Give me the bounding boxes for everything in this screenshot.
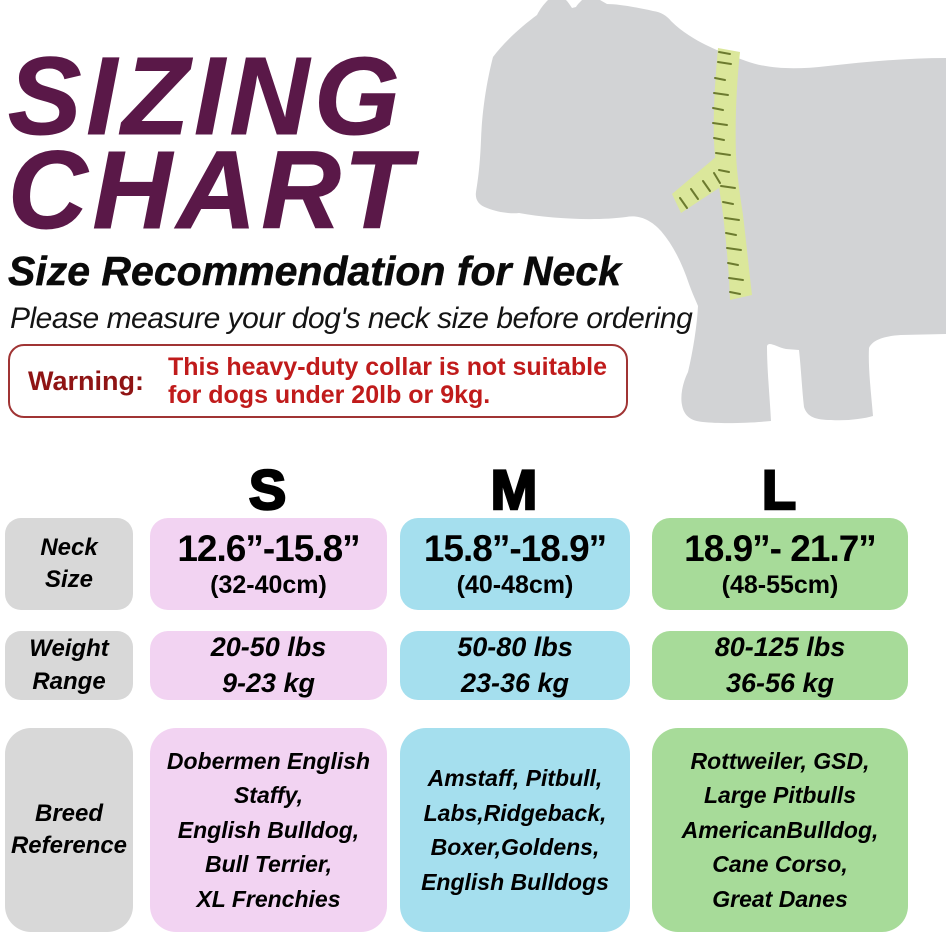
neck-size-cm: (32-40cm) <box>210 571 327 599</box>
weight-range-cell-m: 50-80 lbs 23-36 kg <box>400 631 630 700</box>
neck-size-inches: 12.6”-15.8” <box>177 528 360 569</box>
breed-reference-cell-s: Dobermen English Staffy, English Bulldog… <box>150 728 387 932</box>
page-title: SIZING CHART <box>8 35 416 252</box>
tape-ticks <box>679 51 744 295</box>
subtitle: Size Recommendation for Neck <box>8 248 621 295</box>
row-label-neck-size: Neck Size <box>5 518 133 610</box>
breed-reference-cell-l: Rottweiler, GSD, Large Pitbulls American… <box>652 728 908 932</box>
neck-size-cm: (48-55cm) <box>721 571 839 599</box>
row-label-text: Weight Range <box>29 635 109 695</box>
neck-size-inches: 18.9”- 21.7” <box>684 528 877 569</box>
page-title-line2: CHART <box>8 128 416 252</box>
column-header-s: S <box>248 456 289 522</box>
breed-list: Rottweiler, GSD, Large Pitbulls American… <box>681 747 879 912</box>
size-table: S M L Neck Size 12.6”-15.8” (32-40cm) 15… <box>5 456 908 932</box>
weight-range-text: 80-125 lbs 36-56 kg <box>714 631 846 698</box>
neck-size-cell-m: 15.8”-18.9” (40-48cm) <box>400 518 630 610</box>
weight-range-cell-l: 80-125 lbs 36-56 kg <box>652 631 908 700</box>
dog-silhouette <box>475 0 946 424</box>
neck-size-cell-l: 18.9”- 21.7” (48-55cm) <box>652 518 908 610</box>
measure-note: Please measure your dog's neck size befo… <box>10 302 693 335</box>
column-header-l: L <box>761 456 799 522</box>
breed-list: Dobermen English Staffy, English Bulldog… <box>166 747 371 912</box>
column-header-m: M <box>489 456 540 522</box>
warning-box: Warning: This heavy-duty collar is not s… <box>8 344 628 418</box>
neck-size-cell-s: 12.6”-15.8” (32-40cm) <box>150 518 387 610</box>
weight-range-cell-s: 20-50 lbs 9-23 kg <box>150 631 387 700</box>
neck-size-inches: 15.8”-18.9” <box>423 528 607 569</box>
dog-illustration <box>475 0 946 424</box>
row-label-text: Neck Size <box>40 533 98 593</box>
warning-label: Warning: <box>28 365 144 396</box>
warning-message: This heavy-duty collar is not suitable f… <box>167 353 607 409</box>
page-title-line1: SIZING <box>8 35 405 158</box>
neck-size-cm: (40-48cm) <box>456 571 574 599</box>
breed-list: Amstaff, Pitbull, Labs,Ridgeback, Boxer,… <box>421 765 609 895</box>
row-label-text: Breed Reference <box>10 799 128 859</box>
weight-range-text: 50-80 lbs 23-36 kg <box>457 631 573 698</box>
measuring-tape-branch <box>672 156 725 213</box>
measuring-tape-band <box>713 48 752 300</box>
row-label-breed-reference: Breed Reference <box>5 728 133 932</box>
breed-reference-cell-m: Amstaff, Pitbull, Labs,Ridgeback, Boxer,… <box>400 728 630 932</box>
weight-range-text: 20-50 lbs 9-23 kg <box>210 631 327 698</box>
row-label-weight-range: Weight Range <box>5 631 133 700</box>
